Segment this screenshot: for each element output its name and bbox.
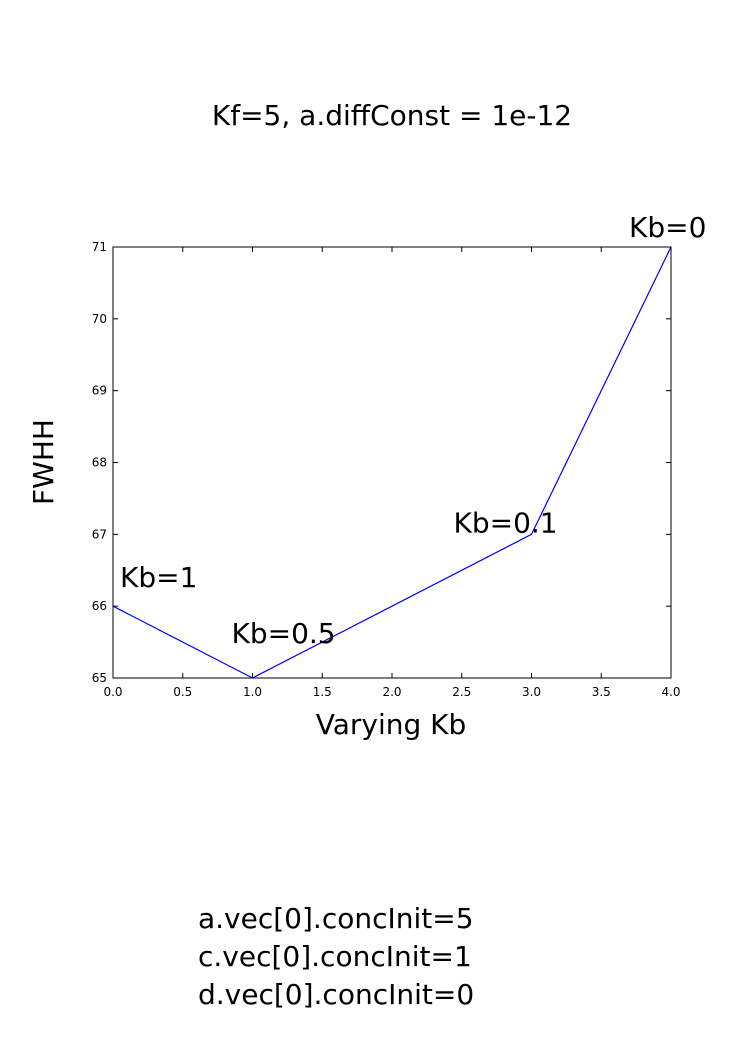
x-axis-label: Varying Kb — [316, 708, 467, 741]
x-tick-label-2: 1.0 — [243, 685, 262, 699]
x-tick-label-1: 0.5 — [173, 685, 192, 699]
x-tick-label-4: 2.0 — [382, 685, 401, 699]
x-tick-label-6: 3.0 — [522, 685, 541, 699]
caption-line-a: a.vec[0].concInit=5 — [198, 902, 474, 935]
chart-title: Kf=5, a.diffConst = 1e-12 — [212, 99, 572, 132]
y-tick-label-3: 68 — [92, 456, 107, 470]
x-tick-label-7: 3.5 — [592, 685, 611, 699]
caption-line-d: d.vec[0].concInit=0 — [198, 978, 475, 1011]
plot-frame — [112, 246, 672, 679]
y-axis-label: FWHH — [27, 419, 60, 505]
annotation-1: Kb=0.5 — [232, 617, 336, 650]
y-tick-label-6: 71 — [92, 240, 107, 254]
x-tick-label-8: 4.0 — [661, 685, 680, 699]
y-tick-label-0: 65 — [92, 671, 107, 685]
y-tick-label-2: 67 — [92, 527, 107, 541]
x-tick-label-0: 0.0 — [103, 685, 122, 699]
annotation-2: Kb=0.1 — [454, 506, 558, 539]
x-tick-label-3: 1.5 — [313, 685, 332, 699]
y-tick-label-4: 69 — [92, 384, 107, 398]
x-tick-label-5: 2.5 — [452, 685, 471, 699]
annotation-0: Kb=1 — [120, 561, 197, 594]
annotation-3: Kb=0 — [629, 211, 706, 244]
y-tick-label-1: 66 — [92, 599, 107, 613]
caption-line-c: c.vec[0].concInit=1 — [198, 940, 472, 973]
y-tick-label-5: 70 — [92, 312, 107, 326]
annotations: Kb=1 Kb=0.5 Kb=0.1 Kb=0 — [120, 211, 706, 650]
series-line-0 — [112, 246, 672, 679]
axis-ticks: 0.0 0.5 1.0 1.5 2.0 2.5 3.0 3.5 4.0 65 66 67 68 69 70 7… — [92, 240, 681, 699]
caption-block: a.vec[0].concInit=5 c.vec[0].concInit=1 … — [198, 900, 474, 1014]
series-group — [112, 246, 672, 679]
